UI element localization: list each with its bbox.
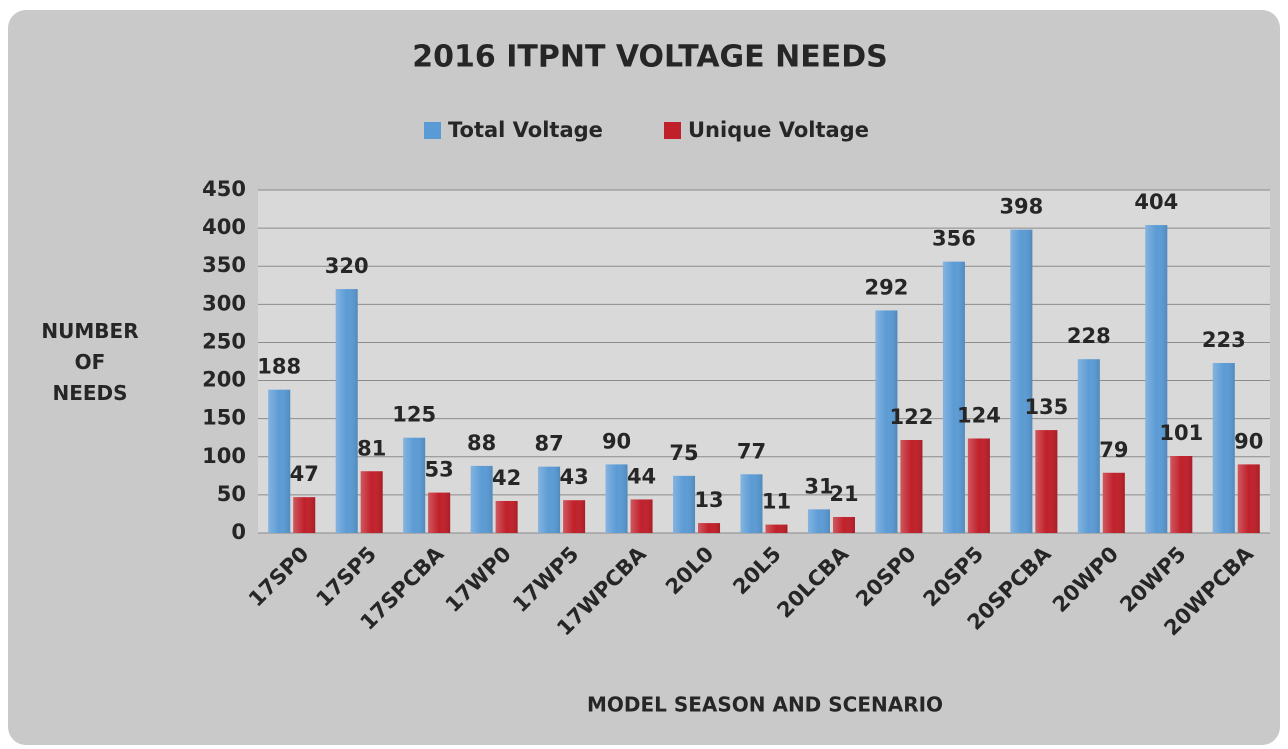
- data-label: 90: [1234, 429, 1263, 453]
- data-label: 101: [1159, 421, 1203, 445]
- bar-shade: [335, 289, 358, 533]
- y-tick-label: 100: [202, 444, 246, 468]
- bar-shade: [1170, 456, 1193, 533]
- bar-shade: [1145, 225, 1168, 533]
- data-label: 124: [957, 403, 1001, 427]
- bar-shade: [1077, 359, 1100, 533]
- y-tick-label: 400: [202, 215, 246, 239]
- data-label: 88: [467, 431, 496, 455]
- x-axis-title: MODEL SEASON AND SCENARIO: [587, 693, 943, 717]
- data-label: 90: [602, 429, 631, 453]
- x-tick-label: 17SP0: [244, 542, 314, 612]
- bar-shade: [698, 523, 721, 533]
- legend-swatch: [424, 122, 441, 139]
- bar-shade: [942, 261, 965, 533]
- bar-shade: [470, 465, 493, 533]
- data-label: 356: [932, 227, 976, 251]
- x-tick-label: 17SP5: [311, 542, 381, 612]
- data-label: 135: [1024, 395, 1068, 419]
- bar-shade: [1102, 472, 1125, 533]
- x-tick-label: 20WP0: [1048, 542, 1123, 617]
- bar-shade: [293, 497, 316, 533]
- bar-shade: [1237, 464, 1260, 533]
- data-label: 404: [1134, 190, 1178, 214]
- bar-shade: [832, 516, 855, 533]
- data-label: 42: [492, 466, 521, 490]
- data-label: 188: [257, 355, 301, 379]
- data-label: 320: [325, 254, 369, 278]
- x-tick-label: 20SP0: [851, 542, 921, 612]
- x-tick-label: 20L0: [661, 542, 718, 599]
- data-label: 44: [627, 464, 656, 488]
- y-tick-label: 50: [217, 482, 246, 506]
- y-tick-label: 350: [202, 253, 246, 277]
- data-label: 43: [559, 465, 588, 489]
- x-tick-label: 20SP5: [919, 542, 989, 612]
- plot-area: [258, 190, 1270, 533]
- bar-shade: [900, 440, 923, 533]
- chart-title: 2016 ITPNT VOLTAGE NEEDS: [412, 40, 887, 75]
- bar-shade: [360, 471, 383, 533]
- legend-label: Unique Voltage: [688, 118, 869, 142]
- data-label: 223: [1202, 328, 1246, 352]
- y-tick-label: 200: [202, 368, 246, 392]
- data-label: 77: [737, 439, 766, 463]
- data-label: 228: [1067, 324, 1111, 348]
- x-tick-label: 20LCBA: [772, 541, 853, 622]
- y-tick-label: 150: [202, 406, 246, 430]
- data-label: 11: [762, 490, 791, 514]
- bar-shade: [605, 464, 628, 533]
- bar-shade: [1212, 363, 1235, 533]
- bar-shade: [1035, 430, 1058, 533]
- y-tick-label: 0: [231, 520, 246, 544]
- y-tick-label: 450: [202, 177, 246, 201]
- x-tick-label: 17WP0: [441, 542, 516, 617]
- bar-shade: [765, 524, 788, 533]
- bar-shade: [673, 475, 696, 533]
- data-label: 47: [290, 462, 319, 486]
- bar-shade: [268, 389, 291, 533]
- x-tick-label: 20L5: [728, 542, 785, 599]
- bar-shade: [403, 437, 426, 533]
- data-label: 125: [392, 403, 436, 427]
- bar-shade: [740, 474, 763, 533]
- bar-shade: [1010, 229, 1033, 533]
- data-label: 75: [669, 441, 698, 465]
- bar-shade: [538, 466, 561, 533]
- data-label: 81: [357, 436, 386, 460]
- bar-shade: [495, 500, 518, 533]
- data-label: 87: [534, 432, 563, 456]
- y-axis-title: NUMBER OF NEEDS: [41, 319, 139, 405]
- legend-label: Total Voltage: [448, 118, 603, 142]
- bar-shade: [630, 499, 653, 533]
- y-tick-label: 250: [202, 329, 246, 353]
- data-label: 13: [694, 488, 723, 512]
- data-label: 292: [865, 275, 909, 299]
- data-label: 79: [1099, 438, 1128, 462]
- data-label: 122: [890, 405, 934, 429]
- bar-shade: [563, 500, 586, 533]
- bar-shade: [428, 492, 451, 533]
- data-label: 398: [999, 195, 1043, 219]
- bar-shade: [967, 438, 990, 533]
- data-label: 21: [829, 482, 858, 506]
- legend-swatch: [664, 122, 681, 139]
- y-tick-label: 300: [202, 291, 246, 315]
- bar-shade: [807, 509, 830, 533]
- data-label: 53: [425, 458, 454, 482]
- data-label: 31: [804, 474, 833, 498]
- bar-shade: [875, 310, 898, 533]
